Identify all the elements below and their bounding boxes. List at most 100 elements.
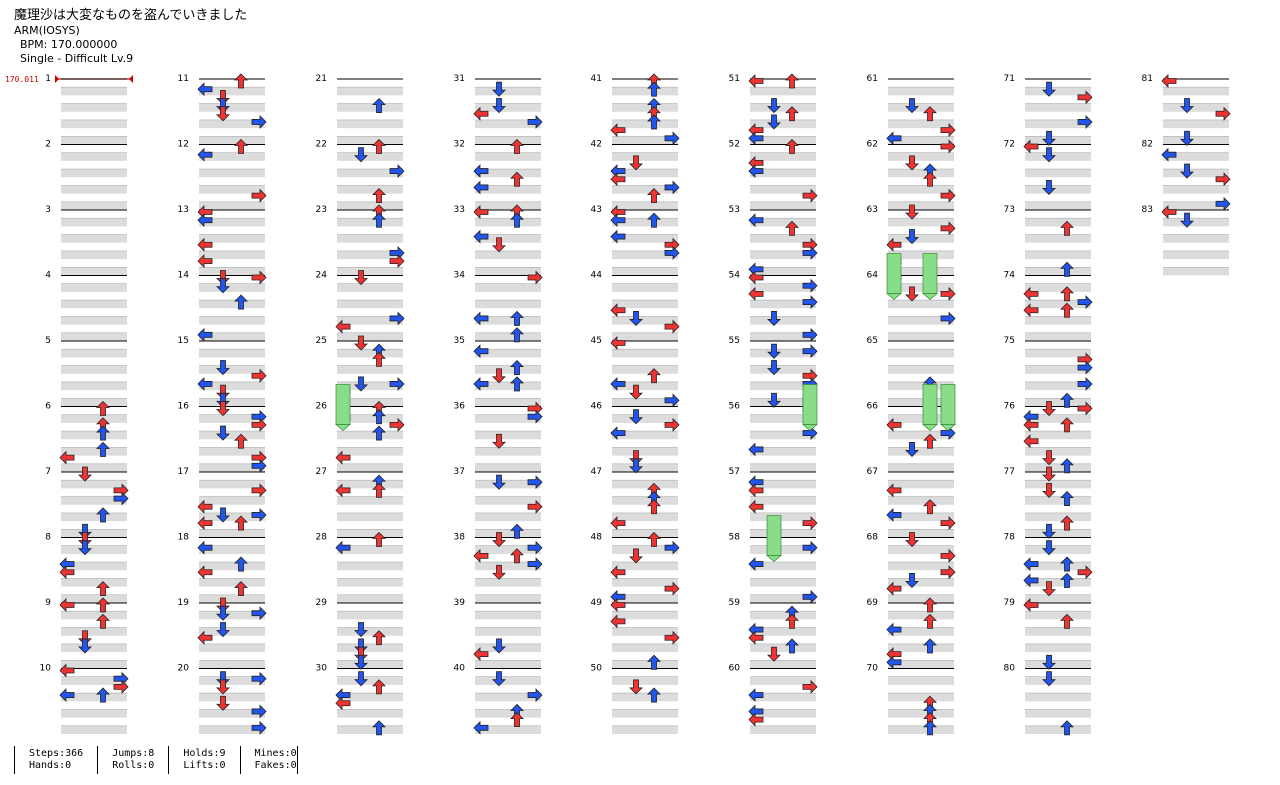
beat-band [199,103,265,112]
beat-band [612,463,678,472]
beat-band [475,414,541,423]
measure-number: 66 [867,402,879,412]
beat-band [337,316,403,325]
beat-band [888,562,954,571]
measure-number: 51 [729,74,740,84]
measures-layer: 1234567891011121314151617181920212223242… [40,74,1229,734]
beat-band [612,512,678,522]
beat-band [1025,103,1091,112]
measure-number: 14 [178,271,190,281]
hold-note [766,515,782,562]
beat-band [337,709,403,718]
beat-band [750,381,816,391]
measure: 38 [454,533,541,603]
beat-band [888,709,954,718]
measure-number: 55 [729,336,740,346]
beat-band [612,103,678,112]
measure-number: 23 [316,205,327,215]
beat-band [750,332,816,341]
measure: 6 [45,402,127,472]
song-header: 魔理沙は大変なものを盗んでいきました ARM(IOSYS) BPM: 170.0… [14,8,247,66]
beat-band [337,201,403,210]
beat-band [199,594,265,603]
beat-band [475,365,541,374]
beat-band [888,136,954,145]
beat-band [337,169,403,178]
beat-band [1025,365,1091,374]
beat-band [475,300,541,309]
beat-band [199,431,265,440]
beat-band [750,234,816,243]
beat-band [61,300,127,309]
beat-band [888,365,954,374]
beat-band [1163,234,1229,243]
measure-number: 80 [1004,664,1016,674]
beat-band [61,676,127,685]
beat-band [888,725,954,734]
measure-number: 16 [178,402,190,412]
beat-band [337,725,403,734]
beat-band [475,709,541,718]
beat-band [612,185,678,194]
beat-band [750,578,816,587]
beat-band [475,185,541,194]
beat-band [888,545,954,554]
beat-band [1163,103,1229,112]
stats-column: Jumps:8 Rolls:0 [97,746,168,774]
beat-band [337,185,403,194]
beat-band [61,119,127,129]
measure: 28 [316,533,403,603]
measure: 71 [1004,74,1091,145]
measure-number: 18 [178,533,190,543]
song-title: 魔理沙は大変なものを盗んでいきました [14,8,248,23]
measure-number: 56 [729,402,741,412]
beat-band [612,431,678,440]
hold-note [335,384,351,431]
beat-band [888,463,954,472]
beat-band [199,414,265,423]
beat-band [61,693,127,702]
beat-band [1025,283,1091,292]
beat-band [888,218,954,227]
beat-band [199,643,265,653]
beat-band [475,218,541,227]
measure: 13 [178,205,265,276]
measure: 27 [316,467,403,538]
measure-number: 63 [867,205,878,215]
measure-number: 26 [316,402,328,412]
measure-number: 15 [178,336,189,346]
beat-band [888,381,954,391]
measure: 39 [454,598,541,669]
measure-number: 59 [729,598,741,608]
beat-band [61,578,127,587]
measure-number: 31 [454,74,465,84]
hold-note [802,384,818,431]
step-arrow [785,73,799,89]
measure: 8 [45,533,127,603]
beat-band [61,381,127,391]
beat-band [337,103,403,112]
beat-band [888,87,954,96]
beat-band [337,332,403,341]
beat-band [337,431,403,440]
measure: 41 [591,74,678,145]
beat-band [199,250,265,260]
beat-band [750,594,816,603]
beat-band [750,709,816,718]
measure: 77 [1004,467,1091,538]
beat-band [61,529,127,538]
measure: 52 [729,140,816,210]
beat-band [337,676,403,685]
beat-band [337,643,403,653]
measure: 12 [178,140,265,210]
measure-number: 29 [316,598,328,608]
beat-band [61,201,127,210]
beat-band [1025,398,1091,407]
beat-band [337,365,403,374]
beat-band [475,234,541,243]
beat-band [888,349,954,358]
measure-number: 50 [591,664,603,674]
measure: 34 [454,271,541,341]
beat-band [888,431,954,440]
beat-band [750,676,816,685]
